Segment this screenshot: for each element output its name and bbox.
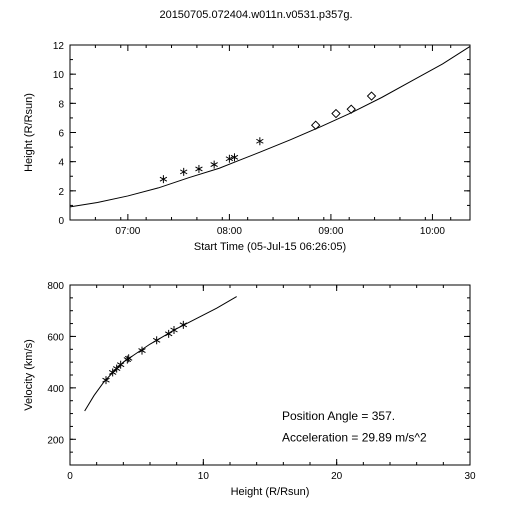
top_chart-curve [70, 46, 470, 206]
bottom_chart-annotation-0: Position Angle = 357. [282, 409, 395, 423]
x-tick-label: 30 [464, 471, 476, 482]
top_chart-xlabel: Start Time (05-Jul-15 06:26:05) [194, 241, 346, 253]
bottom_chart-curve [85, 297, 237, 411]
x-tick-label: 20 [331, 471, 343, 482]
y-tick-label: 6 [58, 129, 64, 140]
y-tick-label: 12 [53, 41, 65, 52]
top_chart: 07:00 08:00 09:00 10:00 0 2 4 6 8 10 12 Start Time … [23, 41, 470, 253]
figure: 20150705.072404.w011n.v0531.p357g.07:000… [0, 0, 512, 512]
x-tick-label: 10 [198, 471, 210, 482]
x-tick-label: 07:00 [115, 226, 140, 237]
y-tick-label: 8 [58, 99, 64, 110]
y-tick-label: 600 [47, 332, 64, 343]
bottom_chart-ylabel: Velocity (km/s) [23, 339, 35, 411]
bottom_chart: 0 10 20 30 200 400 600 800 Height (R/Rsun) Veloci… [23, 281, 476, 498]
y-tick-label: 2 [58, 187, 64, 198]
x-tick-label: 0 [67, 471, 73, 482]
x-tick-label: 09:00 [318, 226, 343, 237]
y-tick-label: 800 [47, 281, 64, 292]
y-tick-label: 200 [47, 435, 64, 446]
figure-title: 20150705.072404.w011n.v0531.p357g. [159, 9, 352, 21]
bottom_chart-xlabel: Height (R/Rsun) [231, 486, 310, 498]
y-tick-label: 4 [58, 158, 64, 169]
y-tick-label: 0 [58, 216, 64, 227]
top_chart-ylabel: Height (R/Rsun) [23, 93, 35, 172]
x-tick-label: 08:00 [217, 226, 242, 237]
x-tick-label: 10:00 [420, 226, 445, 237]
bottom_chart-annotation-1: Acceleration = 29.89 m/s^2 [282, 431, 427, 445]
y-tick-label: 400 [47, 384, 64, 395]
y-tick-label: 10 [53, 70, 65, 81]
